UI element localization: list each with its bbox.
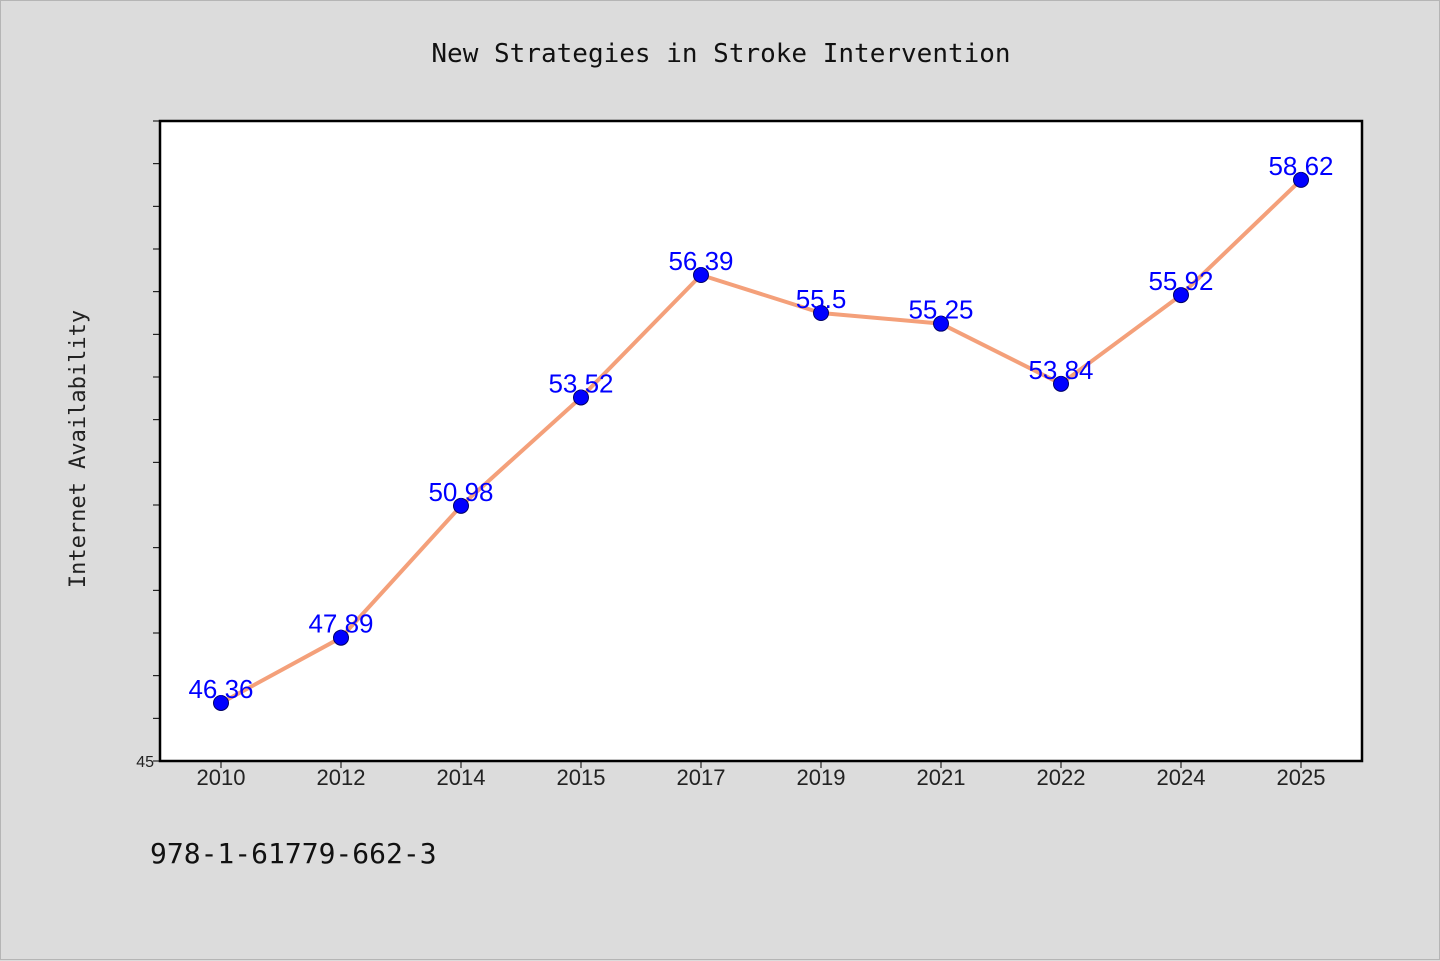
x-tick-label: 2021	[917, 765, 966, 790]
x-tick-label: 2017	[677, 765, 726, 790]
series-line	[219, 177, 1303, 705]
data-point-marker	[693, 267, 709, 284]
y-axis-label: Internet Availability	[66, 310, 91, 588]
data-point-marker	[573, 389, 589, 406]
data-label: 55.5	[796, 284, 847, 314]
data-point-marker	[1053, 375, 1069, 392]
x-tick-label: 2015	[557, 765, 606, 790]
data-label: 56.39	[668, 246, 733, 276]
x-tick-label: 2010	[197, 765, 246, 790]
data-label: 53.52	[548, 368, 613, 398]
data-label: 55.25	[908, 295, 973, 325]
data-label: 47.89	[308, 609, 373, 639]
chart-title: New Strategies in Stroke Intervention	[431, 39, 1010, 69]
data-point-marker	[333, 629, 349, 646]
data-label: 46.36	[188, 674, 253, 704]
y-axis-ticks: 45	[136, 120, 160, 771]
x-tick-label: 2012	[317, 765, 366, 790]
data-point-marker	[213, 694, 229, 711]
x-tick-label: 2022	[1037, 765, 1086, 790]
footer-isbn: 978-1-61779-662-3	[150, 837, 437, 870]
data-point-marker	[1293, 171, 1309, 188]
data-point-marker	[813, 305, 829, 321]
data-point-marker	[1173, 287, 1189, 304]
data-label: 53.84	[1028, 355, 1093, 385]
x-tick-label: 2024	[1157, 765, 1206, 790]
markers-layer	[213, 171, 1309, 711]
series-layer	[219, 177, 1303, 705]
data-label: 55.92	[1148, 266, 1213, 296]
y-tick-label: 45	[136, 754, 154, 771]
plot-area	[158, 119, 1364, 763]
x-tick-label: 2025	[1277, 765, 1326, 790]
data-label: 58.62	[1268, 151, 1333, 181]
data-point-marker	[453, 497, 469, 514]
x-tick-label: 2019	[797, 765, 846, 790]
data-point-marker	[933, 315, 949, 332]
x-axis-ticks: 2010 2012 2014 2015 2017 2019 2021 2022 2024 2025	[197, 761, 1326, 790]
data-labels-layer: 46.36 47.89 50.98 53.52 56.39 55.5 55.25 53.84 5…	[188, 151, 1333, 704]
data-label: 50.98	[428, 477, 493, 507]
x-tick-label: 2014	[437, 765, 486, 790]
